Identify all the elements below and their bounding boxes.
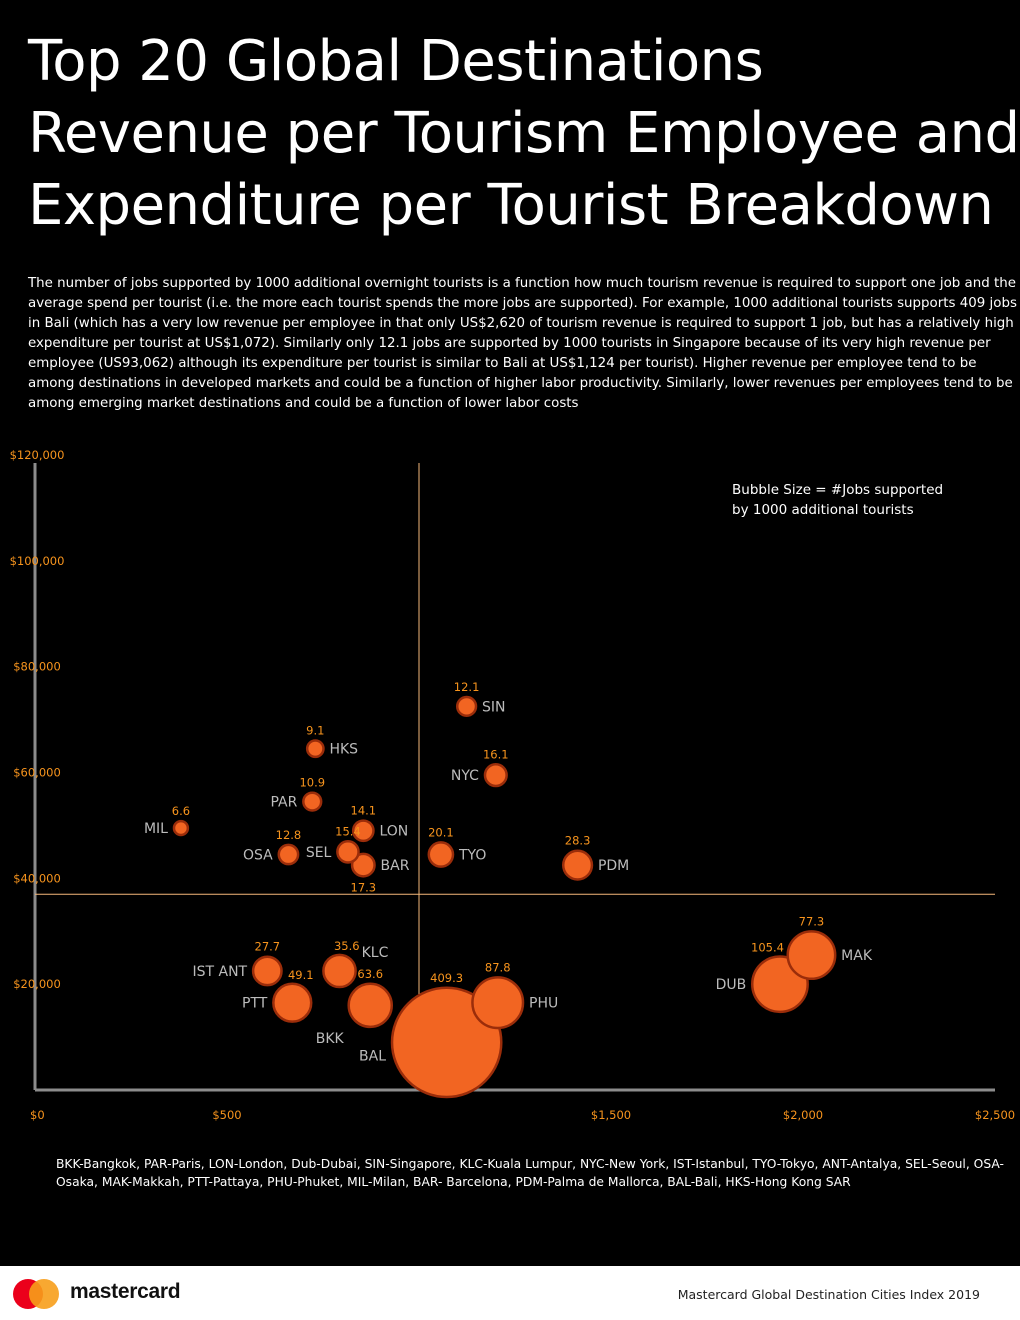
city-label: NYC (451, 768, 479, 784)
data-label: 409.3 (430, 971, 463, 985)
data-label: 20.1 (428, 825, 454, 839)
data-label: 6.6 (172, 804, 190, 818)
city-label: MIL (144, 821, 168, 837)
city-label: LON (379, 824, 408, 840)
x-tick-label: $2,000 (783, 1108, 823, 1122)
data-label: 49.1 (288, 968, 314, 982)
bubble-size-note: by 1000 additional tourists (732, 502, 914, 518)
data-label: 87.8 (485, 960, 511, 974)
data-label: 10.9 (299, 776, 325, 790)
x-tick-label: $2,500 (975, 1108, 1015, 1122)
city-label: BAL (359, 1048, 386, 1064)
bubble-ist-ant (251, 955, 283, 987)
city-label: BAR (381, 858, 410, 874)
bubble-tyo (427, 841, 455, 868)
city-label: PDM (598, 858, 629, 874)
title-line-2: Revenue per Tourism Employee and (28, 101, 1020, 166)
x-tick-label: $500 (212, 1108, 241, 1122)
chart-title: Top 20 Global Destinations Revenue per T… (28, 26, 1020, 242)
city-label: SIN (482, 699, 506, 715)
data-label: 63.6 (357, 967, 383, 981)
city-label: MAK (841, 948, 873, 964)
bubble-hks (305, 739, 325, 759)
brand-wordmark: mastercard (70, 1280, 181, 1303)
data-label: 9.1 (306, 724, 324, 738)
y-tick-label: $100,000 (10, 554, 65, 568)
city-label: TYO (458, 848, 486, 864)
bubble-par (302, 791, 323, 812)
city-label: OSA (243, 848, 273, 864)
data-label: 12.1 (454, 680, 480, 694)
bubble-chart: $20,000 $40,000 $60,000 $80,000 $100,000 $120… (10, 448, 1016, 1122)
bubble-mil (172, 819, 190, 837)
bubble-pdm (561, 849, 594, 881)
data-label: 14.1 (351, 804, 377, 818)
city-label: IST ANT (192, 964, 247, 980)
bubble-bkk (347, 982, 394, 1029)
y-tick-label: $40,000 (13, 871, 61, 885)
city-label: KLC (362, 945, 389, 961)
data-label: 15.4 (335, 824, 361, 838)
city-label: PTT (242, 996, 268, 1012)
data-label: 17.3 (351, 880, 377, 894)
bubble-phu (471, 976, 525, 1030)
y-tick-label: $60,000 (13, 766, 61, 780)
y-tick-label: $20,000 (13, 977, 61, 991)
bubble-size-note: Bubble Size = #Jobs supported (732, 482, 943, 498)
city-label: PAR (270, 795, 297, 811)
data-label: 77.3 (799, 914, 825, 928)
title-line-1: Top 20 Global Destinations (28, 29, 764, 94)
data-label: 35.6 (334, 939, 360, 953)
bubble-bal (390, 986, 503, 1099)
data-label: 12.8 (276, 828, 302, 842)
bubble-ptt (272, 982, 313, 1023)
city-label: HKS (329, 742, 358, 758)
city-label: SEL (306, 845, 332, 861)
y-tick-label: $80,000 (13, 660, 61, 674)
chart-description: The number of jobs supported by 1000 add… (28, 276, 1017, 411)
bubble-klc (322, 953, 357, 989)
city-code-legend: BKK-Bangkok, PAR-Paris, LON-London, Dub-… (56, 1157, 1004, 1189)
city-label: DUB (716, 977, 747, 993)
bubble-bar (350, 852, 376, 878)
city-label: BKK (316, 1031, 345, 1047)
city-label: PHU (529, 996, 558, 1012)
bubble-lon (351, 819, 375, 843)
data-label: 105.4 (751, 940, 784, 954)
x-tick-label: $1,500 (591, 1108, 631, 1122)
footer: mastercard Mastercard Global Destination… (0, 1266, 1020, 1320)
data-label: 28.3 (565, 834, 591, 848)
data-label: 16.1 (483, 747, 509, 761)
source-note: Mastercard Global Destination Cities Ind… (677, 1287, 980, 1302)
bubble-sin (455, 695, 478, 717)
data-label: 27.7 (255, 940, 281, 954)
bubble-osa (277, 843, 300, 866)
bubble-nyc (483, 763, 508, 788)
bubble-sel (336, 840, 360, 864)
y-tick-label: $120,000 (10, 448, 65, 462)
title-line-3: Expenditure per Tourist Breakdown (28, 173, 994, 238)
mastercard-logo-icon (13, 1279, 59, 1309)
x-tick-label: $0 (30, 1108, 45, 1122)
bubble-mak (786, 930, 837, 981)
